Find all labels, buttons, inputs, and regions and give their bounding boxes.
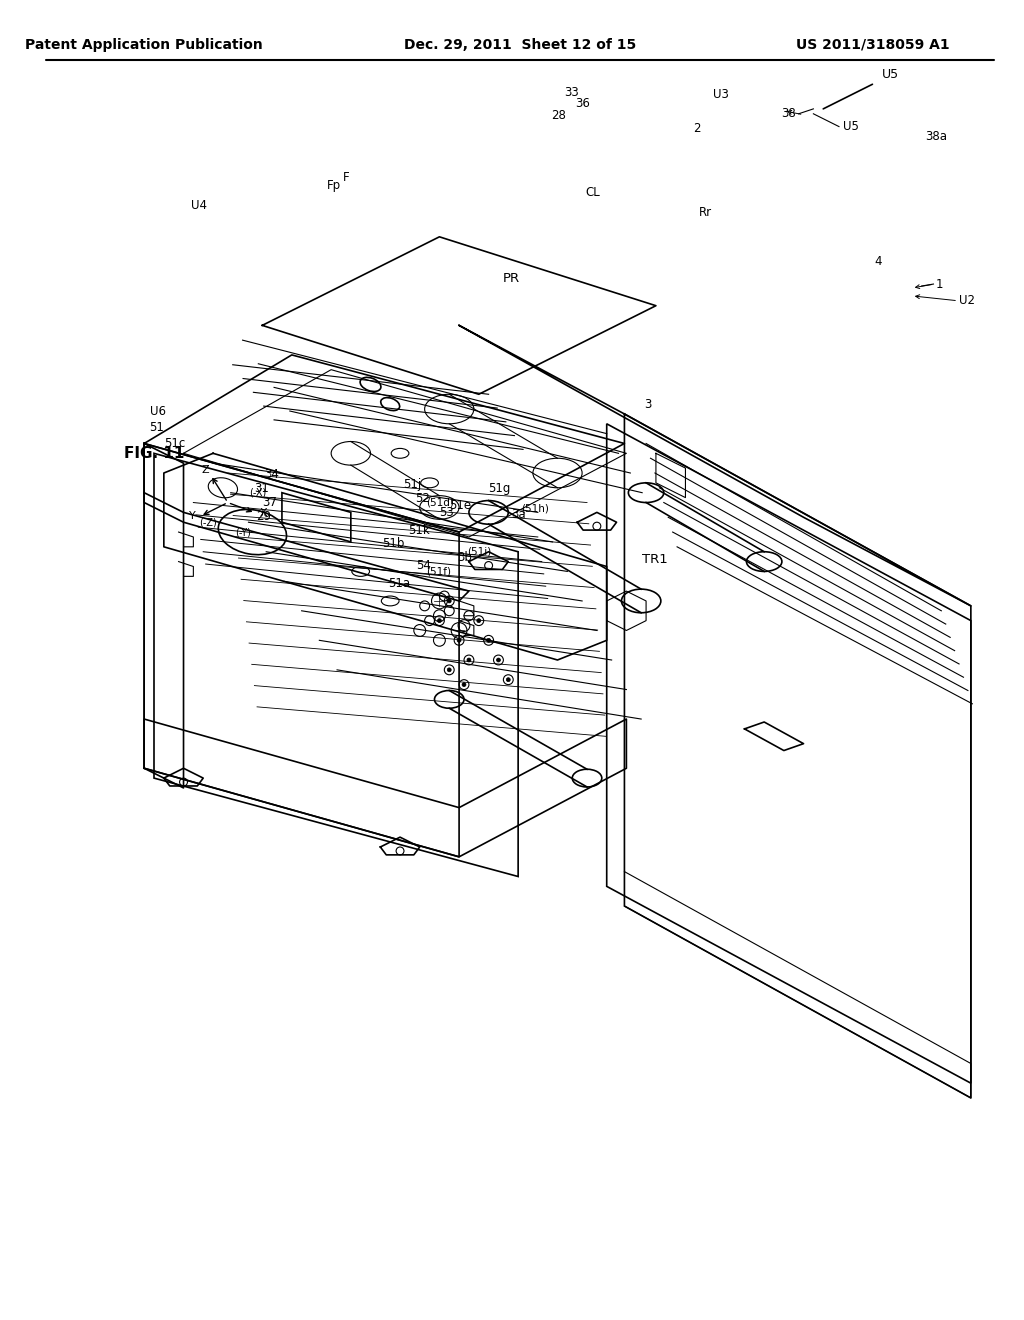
Text: 51e: 51e <box>450 499 471 512</box>
Text: Fp: Fp <box>328 180 341 193</box>
Text: 54: 54 <box>416 560 431 572</box>
Text: CL: CL <box>585 186 600 199</box>
Text: U5: U5 <box>883 67 899 81</box>
Text: (-Y): (-Y) <box>234 527 251 537</box>
Circle shape <box>462 682 466 686</box>
Text: Rr: Rr <box>699 206 713 219</box>
Text: 3a: 3a <box>511 508 526 521</box>
Text: 53: 53 <box>439 506 455 519</box>
Text: 51g: 51g <box>488 482 511 495</box>
Circle shape <box>437 619 441 623</box>
Text: 37: 37 <box>262 496 278 510</box>
Text: 2: 2 <box>693 121 700 135</box>
Text: 3: 3 <box>644 397 651 411</box>
Circle shape <box>486 639 490 643</box>
Text: 3b: 3b <box>457 552 472 564</box>
Circle shape <box>447 599 452 603</box>
Text: U3: U3 <box>713 87 729 100</box>
Text: (51h): (51h) <box>521 503 549 513</box>
Text: 51c: 51c <box>164 437 185 450</box>
Text: US 2011/318059 A1: US 2011/318059 A1 <box>796 38 949 51</box>
Text: Dec. 29, 2011  Sheet 12 of 15: Dec. 29, 2011 Sheet 12 of 15 <box>404 38 636 51</box>
Text: (-Z): (-Z) <box>200 517 217 527</box>
Circle shape <box>477 619 480 623</box>
Text: 38a: 38a <box>926 129 947 143</box>
Text: 4: 4 <box>874 255 882 268</box>
Text: 51k: 51k <box>408 524 430 537</box>
Text: (51i): (51i) <box>467 546 492 557</box>
Circle shape <box>506 677 510 681</box>
Text: 31: 31 <box>254 482 269 495</box>
Text: U5: U5 <box>843 120 859 133</box>
Circle shape <box>457 639 461 643</box>
Text: TR1: TR1 <box>642 553 668 566</box>
Text: 51a: 51a <box>388 577 411 590</box>
Text: F: F <box>343 172 349 185</box>
Text: 51b: 51b <box>382 537 404 550</box>
Text: Z: Z <box>202 465 210 475</box>
Text: 28: 28 <box>552 110 566 123</box>
Text: U6: U6 <box>150 405 166 418</box>
Circle shape <box>467 659 471 661</box>
Text: 36: 36 <box>575 98 590 111</box>
Text: Y: Y <box>189 511 196 521</box>
Text: 51: 51 <box>148 421 164 434</box>
Text: FIG. 11: FIG. 11 <box>124 446 184 461</box>
Circle shape <box>497 659 501 661</box>
Text: 51j: 51j <box>403 478 421 491</box>
Text: 34: 34 <box>264 469 280 482</box>
Text: Patent Application Publication: Patent Application Publication <box>26 38 263 51</box>
Text: 38: 38 <box>781 107 796 120</box>
Text: (-X): (-X) <box>249 487 266 498</box>
Text: 52: 52 <box>415 492 430 506</box>
Text: U2: U2 <box>959 294 975 308</box>
Text: 33: 33 <box>564 86 580 99</box>
Circle shape <box>447 668 452 672</box>
Text: (51d): (51d) <box>426 498 454 507</box>
Text: PR: PR <box>503 272 519 285</box>
Text: (51f): (51f) <box>426 566 451 577</box>
Text: X: X <box>259 508 267 517</box>
Text: 1: 1 <box>936 277 943 290</box>
Text: U4: U4 <box>191 199 208 211</box>
Text: 29: 29 <box>256 510 271 523</box>
